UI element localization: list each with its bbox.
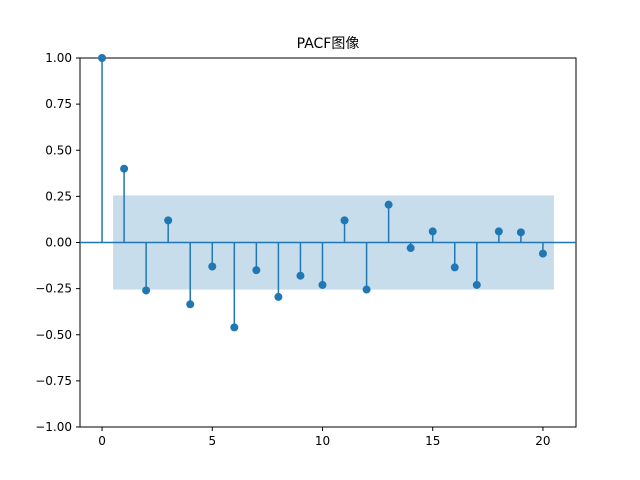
y-axis-ticks: 1.00 0.75 0.50 0.25 0.00 −0.25 −0.50 −0.75 −1.00 [35, 51, 80, 434]
stem-marker-lag-0 [98, 54, 107, 62]
y-tick-label: 0.75 [45, 97, 72, 111]
stem-marker-lag-17 [472, 280, 481, 289]
stem-marker-lag-13 [384, 200, 393, 209]
stem-marker-lag-5 [208, 262, 217, 271]
x-tick-label: 20 [535, 434, 550, 448]
stem-marker-lag-2 [142, 286, 151, 295]
y-tick-label: 1.00 [45, 51, 72, 65]
y-tick-label: −0.25 [35, 282, 72, 296]
x-tick-label: 15 [425, 434, 440, 448]
x-tick-label: 10 [315, 434, 330, 448]
y-tick-label: 0.25 [45, 189, 72, 203]
stem-marker-lag-19 [516, 228, 525, 237]
stem-marker-lag-4 [186, 300, 195, 309]
y-tick-label: 0.00 [45, 236, 72, 250]
stem-marker-lag-8 [274, 292, 283, 301]
stem-marker-lag-7 [252, 266, 261, 275]
stem-marker-lag-14 [406, 244, 415, 253]
y-tick-label: −0.75 [35, 374, 72, 388]
stem-marker-lag-9 [296, 271, 305, 280]
stem-layer [98, 54, 547, 332]
stem-marker-lag-20 [538, 249, 547, 258]
y-tick-label: −0.50 [35, 328, 72, 342]
stem-marker-lag-12 [362, 285, 371, 294]
stem-marker-lag-15 [428, 227, 437, 236]
stem-marker-lag-1 [120, 164, 129, 173]
y-tick-label: 0.50 [45, 143, 72, 157]
stem-marker-lag-11 [340, 216, 349, 225]
x-tick-label: 0 [98, 434, 106, 448]
stem-marker-lag-6 [230, 323, 239, 332]
stem-marker-lag-16 [450, 263, 459, 272]
stem-marker-lag-3 [164, 216, 173, 225]
x-axis-ticks: 0 5 10 15 20 [98, 427, 551, 448]
stem-marker-lag-18 [494, 227, 503, 236]
y-tick-label: −1.00 [35, 420, 72, 434]
x-tick-label: 5 [208, 434, 216, 448]
stem-marker-lag-10 [318, 280, 327, 289]
chart-title: PACF图像 [297, 36, 360, 52]
